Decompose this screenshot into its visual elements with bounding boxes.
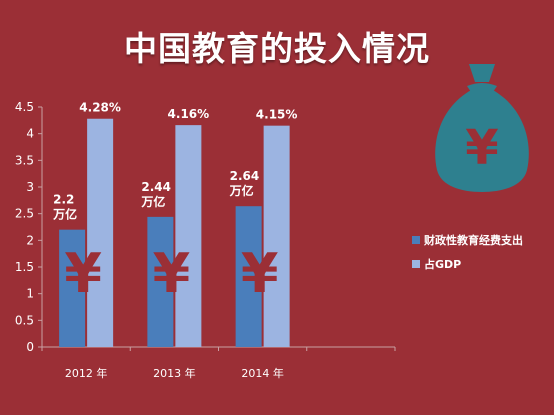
data-label-series-1: 2.2 万亿 (52, 193, 77, 222)
y-tick-label: 0 (26, 340, 34, 354)
bar-series-2 (87, 118, 114, 347)
x-tick-label: 2013 年 (153, 366, 196, 380)
y-tick-label: 0.5 (15, 313, 34, 327)
y-tick-label: 4.5 (15, 100, 34, 114)
data-label-series-1: 2.44 万亿 (140, 180, 171, 209)
y-tick-label: 1 (26, 287, 34, 301)
legend-item-primary: 财政性教育经费支出 (412, 228, 523, 252)
y-tick-label: 3 (26, 180, 34, 194)
bar-series-2 (175, 125, 202, 347)
y-tick-label: 4 (26, 127, 34, 141)
y-tick-label: 2 (26, 233, 34, 247)
data-label-series-2: 4.15% (256, 108, 298, 122)
legend-swatch-secondary (412, 260, 420, 268)
bar-series-2 (263, 125, 290, 348)
legend-label-primary: 财政性教育经费支出 (424, 234, 523, 247)
chart-legend: 财政性教育经费支出 占GDP (412, 228, 523, 276)
legend-swatch-primary (412, 236, 420, 244)
bar-series-1 (59, 229, 86, 347)
x-tick-label: 2014 年 (241, 366, 284, 380)
bar-yen-symbol: ¥ (64, 242, 102, 305)
y-tick-label: 1.5 (15, 260, 34, 274)
bar-series-1 (147, 216, 174, 347)
slide-title: 中国教育的投入情况 (124, 29, 430, 68)
money-bag-yen-icon: ¥ (435, 64, 529, 192)
data-label-series-2: 4.16% (168, 107, 210, 121)
y-tick-label: 2.5 (15, 207, 34, 221)
legend-item-secondary: 占GDP (412, 252, 523, 276)
legend-label-secondary: 占GDP (424, 258, 462, 271)
svg-text:¥: ¥ (465, 120, 498, 176)
data-label-series-2: 4.28% (79, 101, 121, 115)
bar-yen-symbol: ¥ (241, 242, 279, 305)
bar-yen-symbol: ¥ (153, 242, 191, 305)
x-tick-label: 2012 年 (65, 366, 108, 380)
data-label-series-1: 2.64 万亿 (229, 169, 260, 198)
bar-series-1 (235, 206, 262, 347)
y-tick-label: 3.5 (15, 153, 34, 167)
